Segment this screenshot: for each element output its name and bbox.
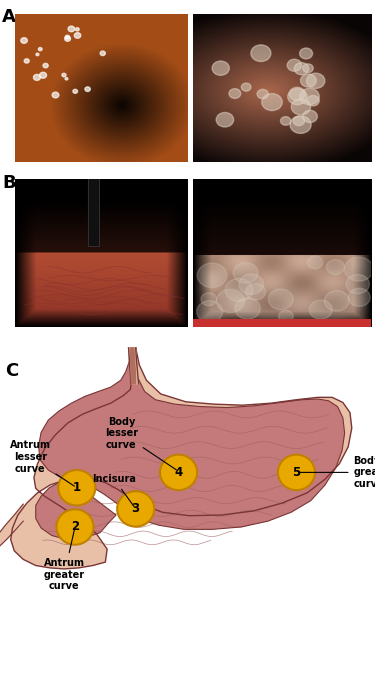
Circle shape	[216, 112, 234, 127]
Polygon shape	[36, 353, 345, 539]
Text: 2: 2	[71, 520, 79, 533]
Circle shape	[212, 61, 229, 75]
Circle shape	[229, 89, 241, 99]
Text: 5: 5	[292, 466, 300, 479]
Text: C: C	[5, 362, 19, 380]
Circle shape	[306, 73, 325, 88]
Circle shape	[56, 509, 94, 545]
Circle shape	[21, 38, 27, 43]
Circle shape	[62, 73, 66, 76]
Bar	[193, 319, 371, 327]
Circle shape	[288, 89, 307, 105]
Circle shape	[246, 283, 266, 300]
Text: A: A	[2, 8, 16, 26]
Circle shape	[233, 263, 258, 283]
Circle shape	[85, 87, 90, 92]
Circle shape	[196, 300, 223, 322]
Text: Antrum
lesser
curve: Antrum lesser curve	[10, 440, 75, 486]
Circle shape	[303, 64, 313, 72]
Circle shape	[43, 63, 48, 68]
Circle shape	[65, 35, 70, 39]
Circle shape	[24, 59, 29, 63]
Circle shape	[225, 278, 253, 302]
Circle shape	[64, 37, 70, 41]
Circle shape	[324, 291, 349, 311]
Circle shape	[235, 298, 260, 319]
Circle shape	[303, 110, 317, 123]
Circle shape	[300, 74, 316, 87]
Circle shape	[280, 116, 291, 125]
Circle shape	[65, 78, 68, 80]
Circle shape	[290, 116, 311, 134]
Circle shape	[300, 48, 312, 59]
Circle shape	[216, 289, 244, 313]
Circle shape	[52, 92, 59, 98]
Text: Antrum
greater
curve: Antrum greater curve	[44, 530, 85, 591]
Circle shape	[309, 300, 332, 319]
Circle shape	[239, 274, 264, 294]
Circle shape	[293, 116, 304, 125]
Polygon shape	[129, 348, 139, 384]
Circle shape	[291, 99, 310, 115]
Circle shape	[307, 96, 319, 106]
Polygon shape	[11, 348, 352, 569]
Circle shape	[251, 45, 271, 61]
Circle shape	[160, 455, 197, 490]
Text: Incisura: Incisura	[92, 474, 136, 506]
Polygon shape	[0, 504, 23, 546]
Circle shape	[278, 455, 315, 490]
Circle shape	[58, 470, 95, 506]
Circle shape	[38, 48, 42, 51]
Circle shape	[39, 72, 46, 79]
Text: Body
lesser
curve: Body lesser curve	[105, 417, 176, 470]
Circle shape	[326, 260, 345, 274]
Circle shape	[262, 94, 282, 111]
Text: 4: 4	[174, 466, 183, 479]
Circle shape	[197, 263, 227, 287]
Text: 1: 1	[73, 481, 81, 494]
Text: Body
greater
curve: Body greater curve	[299, 456, 375, 489]
Circle shape	[279, 310, 293, 322]
Circle shape	[241, 83, 251, 91]
Circle shape	[74, 32, 81, 38]
Circle shape	[100, 51, 105, 56]
Circle shape	[68, 26, 75, 32]
Text: 3: 3	[132, 502, 140, 515]
Circle shape	[287, 59, 302, 71]
Circle shape	[268, 289, 293, 309]
Circle shape	[294, 63, 309, 75]
Circle shape	[257, 90, 268, 99]
Circle shape	[344, 257, 373, 281]
Circle shape	[289, 88, 305, 101]
Circle shape	[201, 293, 217, 306]
Text: B: B	[2, 174, 15, 192]
FancyBboxPatch shape	[88, 177, 99, 247]
Circle shape	[300, 88, 319, 105]
Circle shape	[73, 90, 78, 93]
Circle shape	[307, 256, 322, 269]
Circle shape	[36, 53, 39, 56]
Circle shape	[75, 28, 79, 31]
Polygon shape	[130, 348, 136, 384]
Circle shape	[117, 491, 154, 526]
Circle shape	[33, 74, 40, 81]
Circle shape	[346, 274, 369, 294]
Circle shape	[348, 288, 370, 307]
